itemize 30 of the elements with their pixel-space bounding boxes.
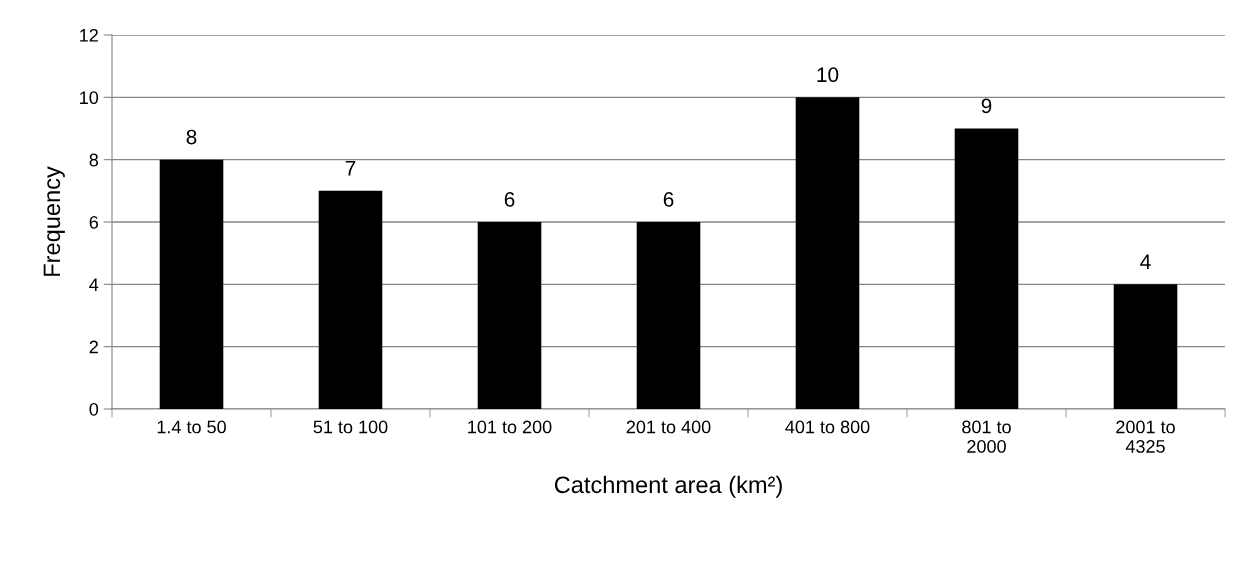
y-tick-label: 0: [89, 402, 99, 416]
bar: [795, 97, 860, 409]
y-tick-label: 4: [89, 278, 99, 291]
y-tick-label: 10: [80, 91, 99, 105]
bar: [159, 159, 224, 409]
data-label: 9: [981, 98, 992, 114]
y-tick-label: 12: [80, 28, 98, 42]
x-tick-label: 1.4 to 50: [157, 420, 226, 434]
x-tick-label: 2001 to 4325: [1116, 420, 1175, 453]
x-tick-label: 401 to 800: [785, 420, 870, 434]
x-tick-label: 51 to 100: [313, 420, 388, 434]
x-tick-label: 801 to 2000: [962, 420, 1011, 453]
y-tick-label: 6: [89, 215, 99, 229]
x-axis-title: Catchment area (km²): [554, 475, 782, 498]
bar: [318, 190, 383, 409]
y-tick-label: 8: [89, 153, 99, 167]
bar: [954, 128, 1019, 409]
data-label: 7: [345, 161, 356, 176]
bar: [1113, 284, 1178, 409]
data-label: 10: [817, 67, 839, 83]
bar: [477, 222, 542, 409]
x-tick-label: 101 to 200: [468, 420, 552, 434]
y-axis-title: Frequency: [43, 166, 65, 276]
bar: [636, 222, 701, 409]
data-label: 6: [663, 192, 674, 207]
data-label: 4: [1140, 254, 1151, 269]
data-label: 6: [504, 192, 515, 207]
data-label: 8: [186, 129, 197, 145]
y-tick-label: 2: [89, 340, 98, 354]
x-tick-label: 201 to 400: [626, 420, 711, 434]
